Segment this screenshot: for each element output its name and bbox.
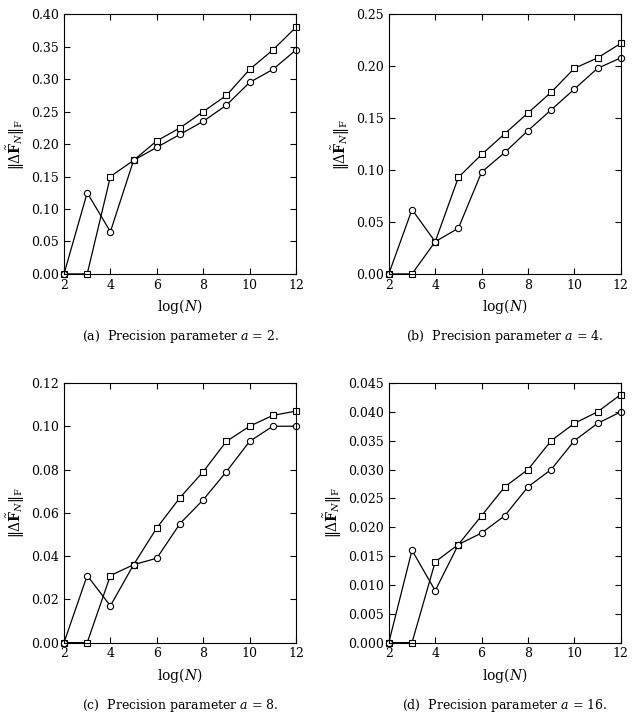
Y-axis label: $\|\Delta\tilde{\mathbf{F}}_N\|_\mathrm{F}$: $\|\Delta\tilde{\mathbf{F}}_N\|_\mathrm{…	[4, 119, 27, 170]
Text: (c)  Precision parameter $a$ = 8.: (c) Precision parameter $a$ = 8.	[82, 697, 278, 714]
Y-axis label: $\|\Delta\tilde{\mathbf{F}}_N\|_\mathrm{F}$: $\|\Delta\tilde{\mathbf{F}}_N\|_\mathrm{…	[4, 487, 27, 538]
Y-axis label: $\|\Delta\tilde{\mathbf{F}}_N\|_\mathrm{F}$: $\|\Delta\tilde{\mathbf{F}}_N\|_\mathrm{…	[330, 119, 352, 170]
Text: (d)  Precision parameter $a$ = 16.: (d) Precision parameter $a$ = 16.	[402, 697, 607, 714]
X-axis label: log($N$): log($N$)	[157, 297, 203, 316]
Text: (b)  Precision parameter $a$ = 4.: (b) Precision parameter $a$ = 4.	[406, 328, 604, 346]
Text: (a)  Precision parameter $a$ = 2.: (a) Precision parameter $a$ = 2.	[81, 328, 278, 346]
X-axis label: log($N$): log($N$)	[482, 666, 527, 685]
X-axis label: log($N$): log($N$)	[157, 666, 203, 685]
X-axis label: log($N$): log($N$)	[482, 297, 527, 316]
Y-axis label: $\|\Delta\tilde{\mathbf{F}}_N\|_\mathrm{F}$: $\|\Delta\tilde{\mathbf{F}}_N\|_\mathrm{…	[321, 487, 344, 538]
